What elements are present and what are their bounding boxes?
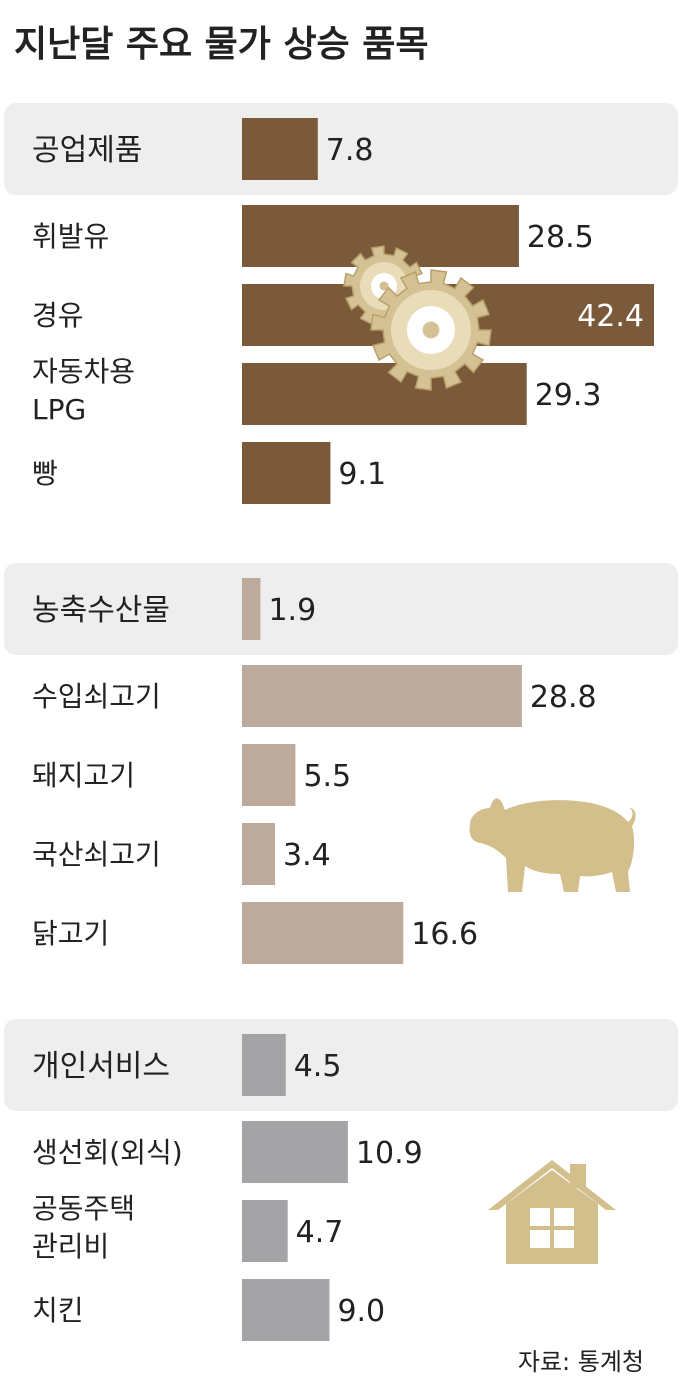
bar-label: 생선회(외식) xyxy=(32,1136,183,1169)
bar-value-label: 29.3 xyxy=(535,378,602,413)
bar-groups: 공업제품 7.8 휘발유 28.5 경유 42.4 자동차용 LPG 29.3 빵 9.1 농축수산물… xyxy=(4,103,678,1341)
bar-value-label: 28.8 xyxy=(530,680,597,715)
bar-value-label: 42.4 xyxy=(577,299,644,334)
bar-label: 자동차용 xyxy=(32,355,135,388)
bar xyxy=(242,665,522,727)
group-total-bar xyxy=(242,1034,286,1096)
group-header-bg xyxy=(4,1019,678,1111)
bar xyxy=(242,823,276,885)
bar xyxy=(242,1200,288,1262)
bar-value-label: 9.1 xyxy=(338,457,386,492)
bar-value-label: 10.9 xyxy=(356,1136,423,1171)
group-header-label: 개인서비스 xyxy=(32,1049,170,1084)
bar xyxy=(242,744,296,806)
group-header-label: 농축수산물 xyxy=(32,593,170,628)
bar-value-label: 9.0 xyxy=(337,1294,385,1329)
source-note: 자료: 통계청 xyxy=(518,1348,644,1376)
group-0: 공업제품 7.8 휘발유 28.5 경유 42.4 자동차용 LPG 29.3 빵 9.1 xyxy=(4,103,678,504)
bar-label: 국산쇠고기 xyxy=(32,838,161,871)
bar xyxy=(242,1121,348,1183)
bar-label: 닭고기 xyxy=(32,917,109,950)
bar-value-label: 3.4 xyxy=(283,838,331,873)
bar xyxy=(242,442,331,504)
group-total-value: 4.5 xyxy=(294,1049,342,1084)
group-total-value: 1.9 xyxy=(268,593,316,628)
group-1: 농축수산물 1.9 수입쇠고기 28.8 돼지고기 5.5 국산쇠고기 3.4 닭고기 16.6 xyxy=(4,563,678,964)
group-total-bar xyxy=(242,578,261,640)
group-total-bar xyxy=(242,118,318,180)
house-icon xyxy=(488,1160,616,1264)
bar-label: 휘발유 xyxy=(32,220,109,253)
bar-label: 빵 xyxy=(32,457,58,490)
bar-value-label: 5.5 xyxy=(303,759,351,794)
chart-title: 지난달 주요 물가 상승 품목 xyxy=(14,24,428,65)
bar-value-label: 16.6 xyxy=(411,917,478,952)
pig-icon xyxy=(469,798,636,892)
group-header-bg xyxy=(4,103,678,195)
bar-value-label: 4.7 xyxy=(296,1215,344,1250)
bar xyxy=(242,363,527,425)
gears-icon xyxy=(370,269,492,391)
decorative-icons xyxy=(343,245,636,1264)
bar-label: 관리비 xyxy=(32,1230,109,1263)
bar-label: 수입쇠고기 xyxy=(32,680,161,713)
group-header-bg xyxy=(4,563,678,655)
bar-label: 공동주택 xyxy=(32,1192,135,1225)
bar-label: 치킨 xyxy=(32,1294,84,1327)
bar-value-label: 28.5 xyxy=(527,220,594,255)
bar-label: 돼지고기 xyxy=(32,759,135,792)
group-total-value: 7.8 xyxy=(326,133,374,168)
bar xyxy=(242,902,404,964)
group-header-label: 공업제품 xyxy=(32,133,142,168)
bar-label: 경유 xyxy=(32,299,84,332)
bar xyxy=(242,1279,330,1341)
bar-label: LPG xyxy=(32,393,86,426)
